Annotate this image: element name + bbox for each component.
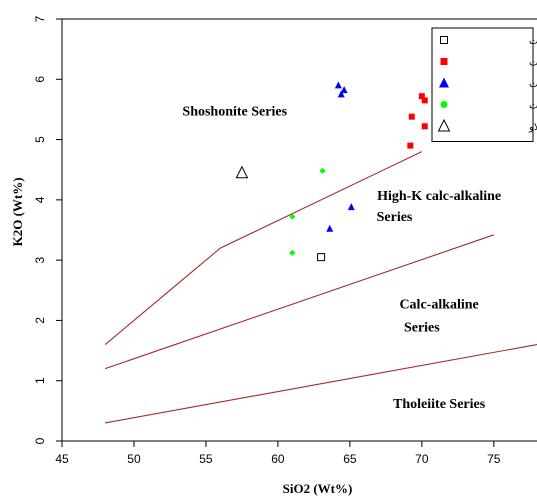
- data-point: [289, 213, 296, 220]
- field-label: Series: [404, 320, 440, 335]
- field-label: Calc-alkaline: [399, 297, 478, 312]
- x-tick-label: 70: [415, 452, 429, 466]
- field-label: Shoshonite Series: [182, 104, 287, 119]
- series-boundary-line: [105, 344, 537, 424]
- data-point: [340, 86, 348, 94]
- field-label: High-K calc-alkaline: [377, 189, 501, 204]
- data-point: [407, 142, 414, 149]
- series-boundary-line: [105, 234, 494, 370]
- x-tick-label: 55: [199, 452, 213, 466]
- field-label: Series: [377, 210, 413, 225]
- data-point: [418, 93, 425, 100]
- data-point: [317, 253, 326, 262]
- data-point: [319, 167, 326, 174]
- data-point: [326, 224, 334, 232]
- field-labels: Shoshonite Series High-K calc-alkaline Ser…: [182, 104, 501, 411]
- legend-marker: [439, 77, 449, 88]
- legend-label: کوارتزمونزونیت: [529, 79, 537, 90]
- x-axis-title: SiO2 (Wt%): [283, 481, 353, 496]
- y-axis-title: K2O (Wt%): [10, 177, 25, 246]
- legend-marker: [437, 118, 451, 132]
- x-axis: 45 50 55 60 65 70 75: [55, 441, 501, 466]
- y-tick-label: 5: [33, 136, 47, 143]
- legend-marker: [440, 58, 448, 65]
- y-tick-label: 0: [33, 437, 47, 444]
- y-tick-label: 1: [33, 377, 47, 384]
- x-tick-label: 45: [55, 452, 69, 466]
- legend-marker: [440, 36, 448, 44]
- series-boundary-line: [104, 151, 423, 345]
- legend-label: گرانیت: [529, 57, 537, 69]
- legend-label: کوارتزمونزودیوریت: [529, 36, 537, 47]
- y-tick-label: 4: [33, 196, 47, 203]
- data-point: [334, 81, 342, 89]
- y-tick-label: 3: [33, 256, 47, 263]
- data-point: [289, 249, 296, 256]
- x-tick-label: 50: [127, 452, 141, 466]
- legend: کوارتزمونزودیوریت گرانیت کوارتزمونزونیت مون…: [431, 27, 537, 142]
- y-tick-label: 7: [33, 15, 47, 22]
- y-axis: 0 1 2 3 4 5 6 7: [33, 15, 62, 444]
- legend-marker: [440, 101, 448, 108]
- x-tick-label: 75: [487, 452, 501, 466]
- data-point: [235, 165, 249, 179]
- data-point: [421, 123, 428, 130]
- series-boundary-lines: [104, 151, 537, 424]
- data-points: [235, 81, 428, 262]
- x-tick-label: 65: [343, 452, 357, 466]
- field-label: Tholeiite Series: [393, 397, 486, 412]
- data-point: [421, 97, 428, 104]
- legend-label: انکلاو: [528, 122, 537, 133]
- x-tick-label: 60: [271, 452, 285, 466]
- plot-frame: [61, 18, 537, 442]
- y-tick-label: 6: [33, 76, 47, 83]
- data-point: [347, 203, 355, 211]
- legend-box: [431, 27, 534, 142]
- y-tick-label: 2: [33, 317, 47, 324]
- data-point: [337, 90, 345, 98]
- legend-label: مونزودیوریت: [529, 101, 537, 112]
- data-point: [408, 113, 415, 120]
